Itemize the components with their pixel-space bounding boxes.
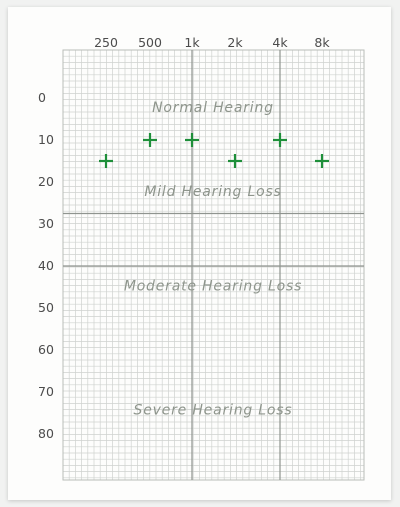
x-tick-label: 2k [227,35,243,50]
y-tick-label: 70 [38,384,54,399]
y-tick-label: 80 [38,426,54,441]
zone-labels: Normal Hearing Mild Hearing Loss Moderate … [124,100,302,418]
y-tick-label: 60 [38,342,54,357]
data-point-plus [273,133,287,147]
x-tick-label: 4k [272,35,288,50]
y-tick-label: 40 [38,258,54,273]
x-tick-label: 8k [314,35,330,50]
data-point-plus [228,154,242,168]
zone-label: Moderate Hearing Loss [124,279,302,295]
y-tick-label: 20 [38,174,54,189]
y-tick-label: 50 [38,300,54,315]
y-tick-label: 30 [38,216,54,231]
y-tick-label: 10 [38,132,54,147]
data-point-plus [143,133,157,147]
y-tick-label: 0 [38,90,46,105]
x-tick-label: 500 [138,35,162,50]
data-point-plus [185,133,199,147]
axis-tick-labels: 250 500 1k 2k 4k 8k 0 10 20 30 40 50 60 70 80 [38,35,330,441]
plot-border [62,49,365,481]
grid [62,49,365,481]
x-tick-label: 1k [184,35,200,50]
zone-label: Mild Hearing Loss [144,184,281,200]
data-markers [99,133,329,168]
data-point-plus [99,154,113,168]
data-point-plus [315,154,329,168]
zone-label: Normal Hearing [152,100,274,116]
zone-label: Severe Hearing Loss [134,402,293,418]
x-tick-label: 250 [94,35,118,50]
